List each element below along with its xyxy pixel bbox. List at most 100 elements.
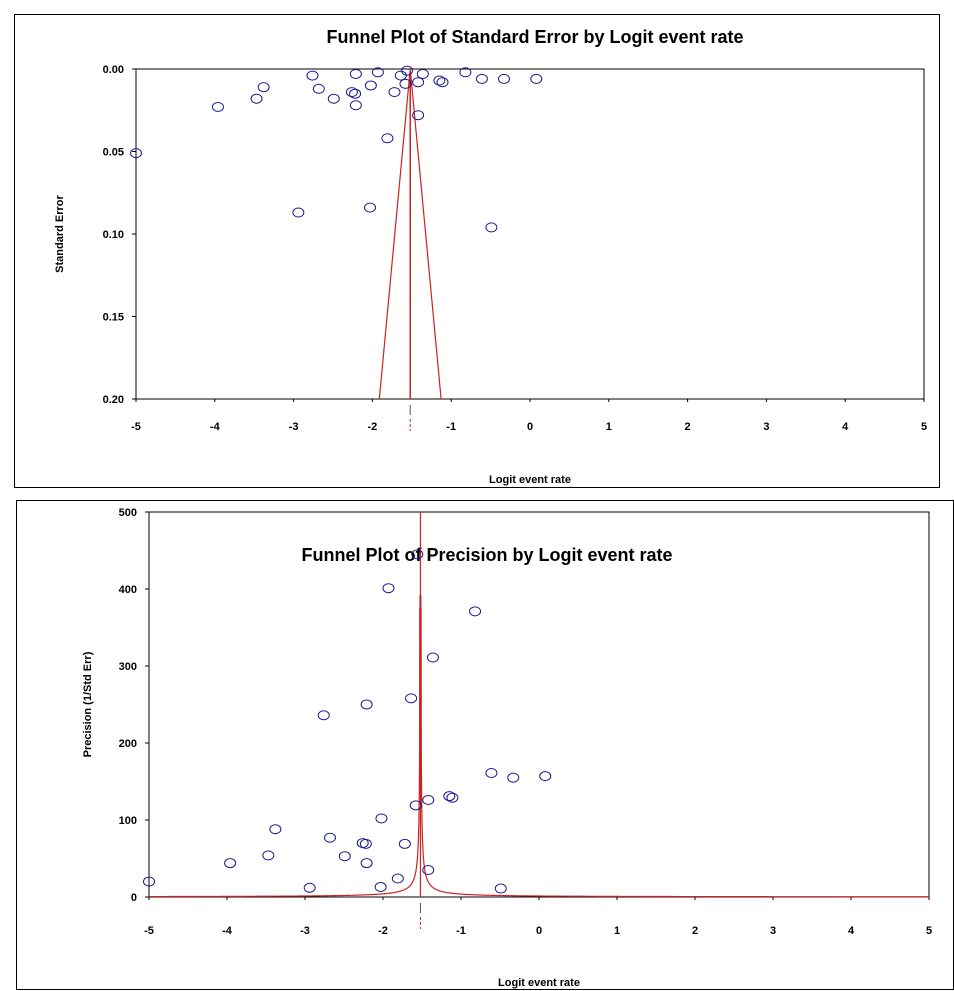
study-point	[398, 838, 411, 849]
x-tick-label: -5	[131, 421, 141, 433]
study-point	[485, 768, 498, 779]
x-tick-label: -3	[300, 925, 310, 937]
x-axis-label: Logit event rate	[498, 977, 580, 989]
study-point	[507, 772, 520, 783]
study-point	[416, 68, 429, 79]
study-point	[359, 838, 372, 849]
study-point	[436, 77, 449, 88]
funnel-plot-standard-error: Funnel Plot of Standard Error by Logit e…	[14, 14, 940, 488]
plot-area	[148, 511, 930, 898]
chart-title: Funnel Plot of Standard Error by Logit e…	[326, 27, 743, 47]
study-point	[411, 549, 424, 560]
study-point	[262, 850, 275, 861]
study-point	[446, 792, 459, 803]
x-tick-label: 5	[926, 925, 932, 937]
y-axis-label: Precision (1/Std Err)	[82, 651, 94, 757]
study-point	[459, 67, 472, 78]
y-tick-label: 100	[119, 815, 137, 827]
study-point	[374, 881, 387, 892]
study-point	[338, 851, 351, 862]
study-point	[312, 83, 325, 94]
x-tick-label: 3	[763, 421, 769, 433]
x-tick-label: 3	[770, 925, 776, 937]
study-point	[381, 133, 394, 144]
study-point	[497, 73, 510, 84]
y-tick-label: 0.00	[103, 64, 124, 76]
study-point	[401, 65, 414, 76]
y-tick-label: 0.15	[103, 312, 124, 324]
chart-title: Funnel Plot of Precision by Logit event …	[301, 545, 672, 565]
study-point	[485, 222, 498, 233]
study-point	[345, 87, 358, 98]
y-tick-label: 0	[131, 892, 137, 904]
chart-svg-standard-error: Funnel Plot of Standard Error by Logit e…	[54, 27, 927, 486]
y-tick-label: 500	[119, 507, 137, 519]
x-tick-label: 2	[692, 925, 698, 937]
study-point	[371, 67, 384, 78]
study-point	[364, 202, 377, 213]
study-point	[422, 865, 435, 876]
study-point	[143, 876, 155, 887]
x-tick-label: -1	[446, 421, 456, 433]
y-tick-label: 0.20	[103, 394, 124, 406]
study-point	[224, 858, 237, 869]
study-point	[433, 75, 446, 86]
study-point	[327, 93, 340, 104]
funnel-plot-precision: Funnel Plot of Precision by Logit event …	[16, 500, 954, 990]
x-tick-label: 0	[527, 421, 533, 433]
x-tick-label: -1	[456, 925, 466, 937]
study-point	[349, 88, 362, 99]
chart-svg-precision: Funnel Plot of Precision by Logit event …	[82, 507, 932, 989]
study-point	[364, 80, 377, 91]
plot-area	[135, 68, 925, 400]
funnel-ci-curve-right	[420, 595, 929, 898]
x-tick-label: 1	[614, 925, 620, 937]
study-point	[412, 110, 425, 121]
y-tick-label: 200	[119, 738, 137, 750]
study-point	[394, 70, 407, 81]
x-tick-label: -3	[289, 421, 299, 433]
study-point	[412, 77, 425, 88]
study-point	[349, 68, 362, 79]
y-tick-label: 0.10	[103, 229, 124, 241]
study-point	[443, 791, 456, 802]
study-point	[475, 73, 488, 84]
study-point	[269, 824, 282, 835]
study-point	[211, 101, 224, 112]
x-tick-label: -4	[222, 925, 233, 937]
x-tick-label: -2	[378, 925, 388, 937]
study-point	[303, 882, 316, 893]
study-point	[382, 583, 395, 594]
study-point	[323, 832, 336, 843]
study-point	[349, 100, 362, 111]
study-point	[530, 73, 543, 84]
study-point	[130, 148, 142, 159]
study-point	[257, 82, 270, 93]
funnel-ci-curve-left	[149, 595, 421, 898]
study-point	[360, 699, 373, 710]
study-point	[306, 70, 319, 81]
study-point	[292, 207, 305, 218]
x-tick-label: 2	[685, 421, 691, 433]
x-tick-label: 4	[848, 925, 855, 937]
y-axis-label: Standard Error	[54, 194, 66, 272]
study-point	[469, 606, 482, 617]
y-tick-label: 0.05	[103, 147, 124, 159]
x-tick-label: 5	[921, 421, 927, 433]
study-point	[317, 710, 330, 721]
study-point	[360, 858, 373, 869]
study-point	[422, 794, 435, 805]
x-tick-label: 0	[536, 925, 542, 937]
x-tick-label: -5	[144, 925, 154, 937]
study-point	[539, 771, 552, 782]
x-tick-label: -4	[210, 421, 221, 433]
study-point	[426, 652, 439, 663]
study-point	[409, 800, 422, 811]
x-tick-label: 1	[606, 421, 612, 433]
study-point	[391, 873, 404, 884]
study-point	[405, 693, 418, 704]
x-axis-label: Logit event rate	[489, 474, 571, 486]
study-point	[494, 883, 507, 894]
study-point	[375, 813, 388, 824]
study-point	[250, 93, 263, 104]
